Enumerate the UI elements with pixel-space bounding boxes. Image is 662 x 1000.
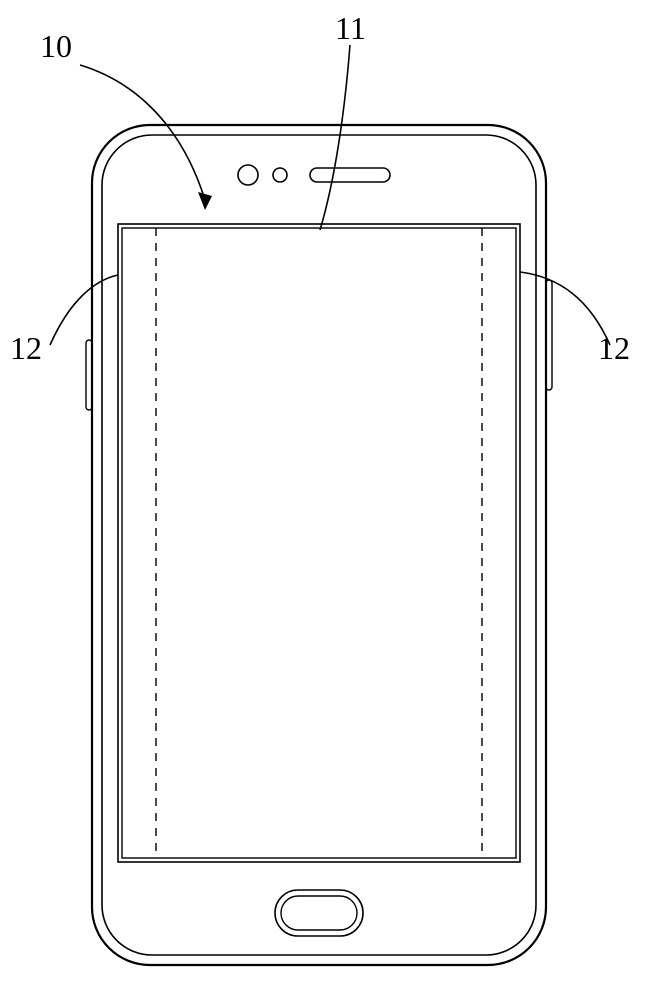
label-ref10: 10 — [40, 28, 72, 65]
label-ref11: 11 — [335, 10, 366, 47]
label-ref12-left: 12 — [10, 330, 42, 367]
phone-inner-body — [102, 135, 536, 955]
diagram-svg — [0, 0, 662, 1000]
label-ref12-right: 12 — [598, 330, 630, 367]
diagram-stage: 10 11 12 12 — [0, 0, 662, 1000]
